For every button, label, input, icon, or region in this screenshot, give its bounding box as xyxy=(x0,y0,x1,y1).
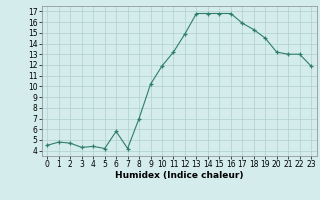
X-axis label: Humidex (Indice chaleur): Humidex (Indice chaleur) xyxy=(115,171,244,180)
